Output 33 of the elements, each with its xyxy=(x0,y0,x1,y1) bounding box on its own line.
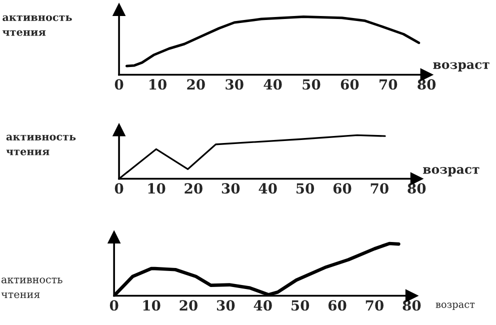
x-tick-label: 70 xyxy=(366,300,384,311)
x-tick-label: 20 xyxy=(180,300,198,311)
x-tick-label: 20 xyxy=(187,79,205,90)
x-tick-label: 30 xyxy=(226,79,244,90)
x-tick-label: 70 xyxy=(380,79,398,90)
x-tick-label: 60 xyxy=(340,79,359,90)
x-tick-label: 50 xyxy=(302,79,320,90)
x-tick-label: 0 xyxy=(114,79,124,90)
x-tick-label: 50 xyxy=(292,300,310,311)
x-tick-label: 50 xyxy=(296,183,314,194)
x-tick-label: 20 xyxy=(184,183,202,194)
x-tick-label: 80 xyxy=(402,300,421,311)
x-tick-label: 10 xyxy=(150,79,166,90)
x-axis-title: возраст xyxy=(433,62,490,72)
x-tick-label: 40 xyxy=(254,300,272,311)
x-tick-label: 60 xyxy=(333,183,352,194)
x-tick-label: 10 xyxy=(148,183,166,194)
x-tick-label: 60 xyxy=(328,300,346,311)
x-tick-label: 40 xyxy=(264,79,282,90)
x-axis-title: возраст xyxy=(423,167,480,176)
x-tick-label: 80 xyxy=(418,79,436,90)
x-tick-label: 0 xyxy=(114,183,124,194)
y-axis-title: активность чтения xyxy=(1,278,62,298)
x-tick-label: 30 xyxy=(216,300,235,311)
y-axis-title: активность чтения xyxy=(6,134,76,156)
x-axis-title: возраст xyxy=(436,302,475,310)
x-tick-label: 40 xyxy=(258,183,277,194)
x-tick-label: 80 xyxy=(408,183,426,194)
x-tick-label: 0 xyxy=(110,300,118,311)
x-tick-label: 30 xyxy=(222,183,240,194)
x-tick-label: 10 xyxy=(143,300,160,311)
x-tick-label: 70 xyxy=(370,183,388,194)
y-axis-title: активность чтения xyxy=(2,15,72,36)
